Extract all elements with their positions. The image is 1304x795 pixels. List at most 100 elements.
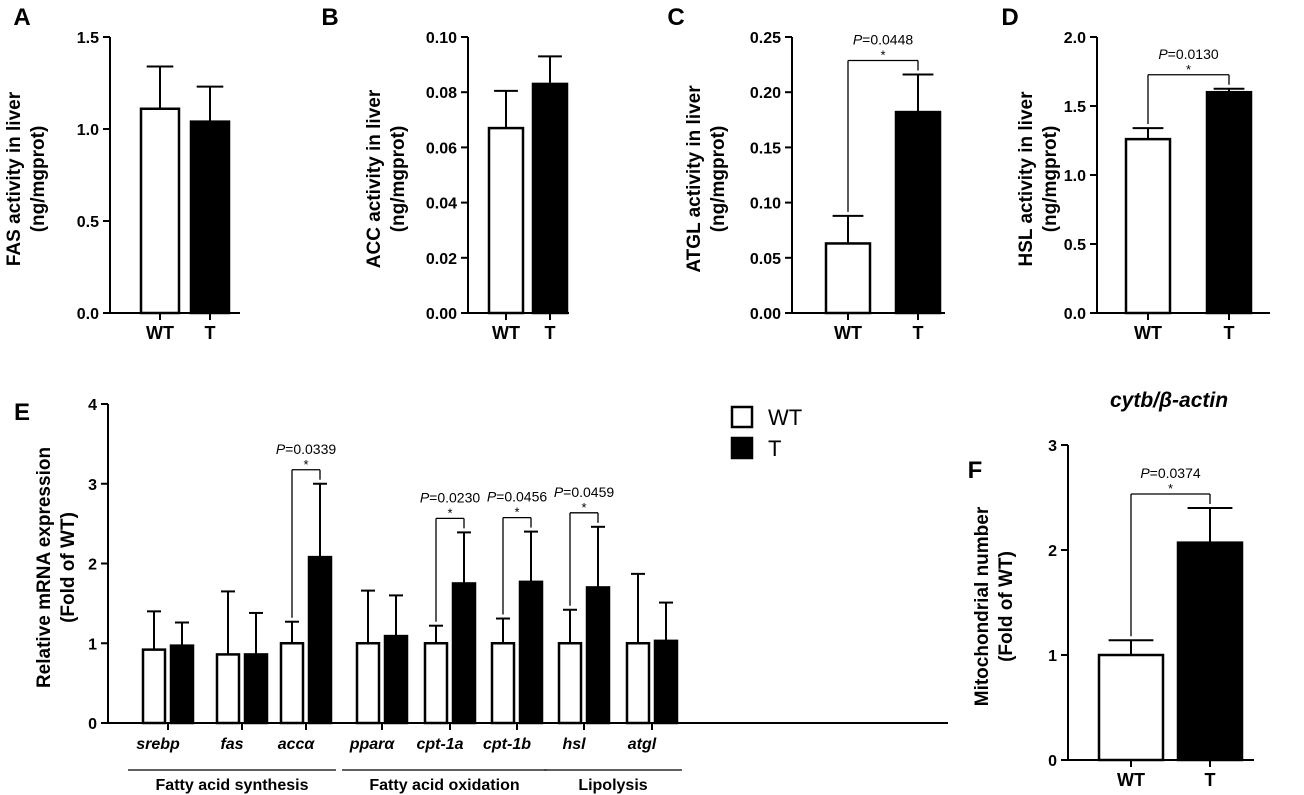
y-tick-label: 2.0 bbox=[1064, 30, 1086, 47]
bar-t bbox=[894, 110, 942, 315]
panel-b: B 0.00 0.02 0.04 0.06 0.08 0.10 ACC activity in… bbox=[321, 4, 569, 343]
legend-label-wt: WT bbox=[768, 405, 802, 430]
significance-star: * bbox=[514, 505, 519, 520]
bar-t bbox=[653, 639, 679, 725]
p-value-number: =0.0230 bbox=[429, 489, 480, 505]
p-value-number: =0.0456 bbox=[496, 489, 547, 505]
bar-t bbox=[518, 580, 544, 725]
y-axis-label-unit: (ng/mgprot) bbox=[708, 126, 729, 233]
bar-t bbox=[189, 120, 231, 315]
y-tick-label: 0.10 bbox=[426, 30, 457, 47]
y-axis-label-unit: (Fold of WT) bbox=[58, 512, 79, 623]
bar-t bbox=[307, 555, 333, 725]
y-tick-label: 3 bbox=[88, 477, 97, 494]
bar-t bbox=[243, 653, 269, 725]
y-axis-label: Relative mRNA expression bbox=[34, 447, 55, 688]
p-value-label: P=0.0374 bbox=[1140, 465, 1201, 481]
x-tick-label: WT bbox=[146, 323, 174, 343]
bar-t bbox=[383, 634, 409, 725]
p-value-number: =0.0130 bbox=[1168, 46, 1219, 62]
y-tick-label: 0 bbox=[88, 716, 97, 733]
x-tick-label: srebp bbox=[136, 736, 180, 753]
x-tick-label: cpt-1a bbox=[416, 736, 463, 753]
legend-swatch-t bbox=[730, 436, 754, 460]
legend-label-t: T bbox=[768, 436, 781, 461]
y-tick-label: 0.00 bbox=[750, 306, 781, 323]
p-value-prefix: P bbox=[487, 489, 497, 505]
bar-wt bbox=[141, 648, 167, 725]
y-tick-label: 0.0 bbox=[77, 306, 99, 323]
bar-wt bbox=[1124, 137, 1172, 315]
p-value-number: =0.0374 bbox=[1150, 465, 1201, 481]
x-tick-label: hsl bbox=[562, 736, 586, 753]
x-tick-label: T bbox=[205, 323, 216, 343]
x-tick-label: accα bbox=[278, 736, 316, 753]
group-label: Fatty acid synthesis bbox=[156, 777, 309, 794]
significance-star: * bbox=[880, 48, 885, 63]
bar-wt bbox=[355, 642, 381, 725]
panel-label: D bbox=[1001, 4, 1018, 31]
y-tick-label: 1 bbox=[1048, 648, 1057, 665]
bar-wt bbox=[279, 642, 305, 725]
p-value-label: P=0.0459 bbox=[554, 484, 615, 500]
y-axis-label: Mitochondrial number bbox=[972, 506, 993, 706]
y-axis-label: FAS activity in liver bbox=[4, 91, 25, 266]
group-label: Fatty acid oxidation bbox=[369, 777, 519, 794]
y-axis-label-unit: (Fold of WT) bbox=[996, 551, 1017, 662]
y-tick-label: 0.06 bbox=[426, 140, 457, 157]
y-tick-label: 0.5 bbox=[1064, 237, 1086, 254]
bar-wt bbox=[557, 642, 583, 725]
panel-label: B bbox=[321, 4, 338, 31]
x-tick-label: WT bbox=[1134, 323, 1162, 343]
y-tick-label: 1 bbox=[88, 636, 97, 653]
bar-wt bbox=[215, 653, 241, 725]
p-value-label: P=0.0456 bbox=[487, 489, 548, 505]
y-tick-label: 0.25 bbox=[750, 30, 781, 47]
p-value-label: P=0.0130 bbox=[1158, 46, 1219, 62]
significance-star: * bbox=[1168, 481, 1173, 496]
p-value-label: P=0.0230 bbox=[420, 489, 481, 505]
p-value-prefix: P bbox=[1158, 46, 1168, 62]
y-tick-label: 0.5 bbox=[77, 214, 99, 231]
x-tick-label: cpt-1b bbox=[483, 736, 531, 753]
bar-wt bbox=[625, 642, 651, 725]
y-tick-label: 0 bbox=[1048, 753, 1057, 770]
p-value-number: =0.0339 bbox=[285, 441, 336, 457]
y-axis-label-unit: (ng/mgprot) bbox=[28, 126, 49, 233]
x-tick-label: fas bbox=[220, 736, 243, 753]
x-tick-label: T bbox=[1205, 770, 1216, 790]
x-tick-label: WT bbox=[1117, 770, 1145, 790]
y-axis-label: ATGL activity in liver bbox=[684, 85, 705, 273]
x-tick-label: T bbox=[545, 323, 556, 343]
y-tick-label: 0.08 bbox=[426, 85, 457, 102]
p-value-prefix: P bbox=[554, 484, 564, 500]
y-tick-label: 0.15 bbox=[750, 140, 781, 157]
x-tick-label: WT bbox=[834, 323, 862, 343]
bar-wt bbox=[423, 642, 449, 725]
panel-a: A 0.0 0.5 1.0 1.5 FAS activity in liver (ng/mg… bbox=[4, 4, 240, 343]
significance-star: * bbox=[581, 500, 586, 515]
x-tick-label: T bbox=[913, 323, 924, 343]
y-tick-label: 0.10 bbox=[750, 196, 781, 213]
p-value-prefix: P bbox=[420, 489, 430, 505]
legend-swatch-wt bbox=[730, 405, 754, 429]
y-tick-label: 0.02 bbox=[426, 251, 457, 268]
y-tick-label: 0.00 bbox=[426, 306, 457, 323]
panel-label: F bbox=[968, 457, 983, 484]
panel-e: E 0 1 2 3 4 Relative mRNA expression (Fold of W… bbox=[14, 397, 948, 794]
bar-wt bbox=[1097, 653, 1165, 762]
bar-t bbox=[585, 586, 611, 725]
y-tick-label: 0.20 bbox=[750, 85, 781, 102]
y-tick-label: 4 bbox=[88, 397, 97, 414]
y-tick-label: 3 bbox=[1048, 438, 1057, 455]
panel-title: cytb/β-actin bbox=[1110, 389, 1228, 412]
p-value-number: =0.0459 bbox=[563, 484, 614, 500]
y-tick-label: 0.05 bbox=[750, 251, 781, 268]
group-label: Lipolysis bbox=[578, 777, 647, 794]
bar-t bbox=[169, 644, 195, 725]
p-value-prefix: P bbox=[276, 441, 286, 457]
legend: WT T bbox=[730, 405, 802, 461]
bar-t bbox=[1176, 541, 1244, 762]
